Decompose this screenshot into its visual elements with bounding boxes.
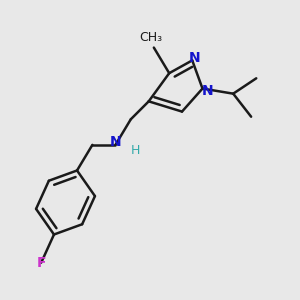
Text: N: N: [110, 135, 121, 149]
Text: CH₃: CH₃: [140, 31, 163, 44]
Text: N: N: [189, 51, 201, 65]
Text: N: N: [202, 84, 213, 98]
Text: F: F: [36, 256, 46, 270]
Text: H: H: [131, 143, 141, 157]
